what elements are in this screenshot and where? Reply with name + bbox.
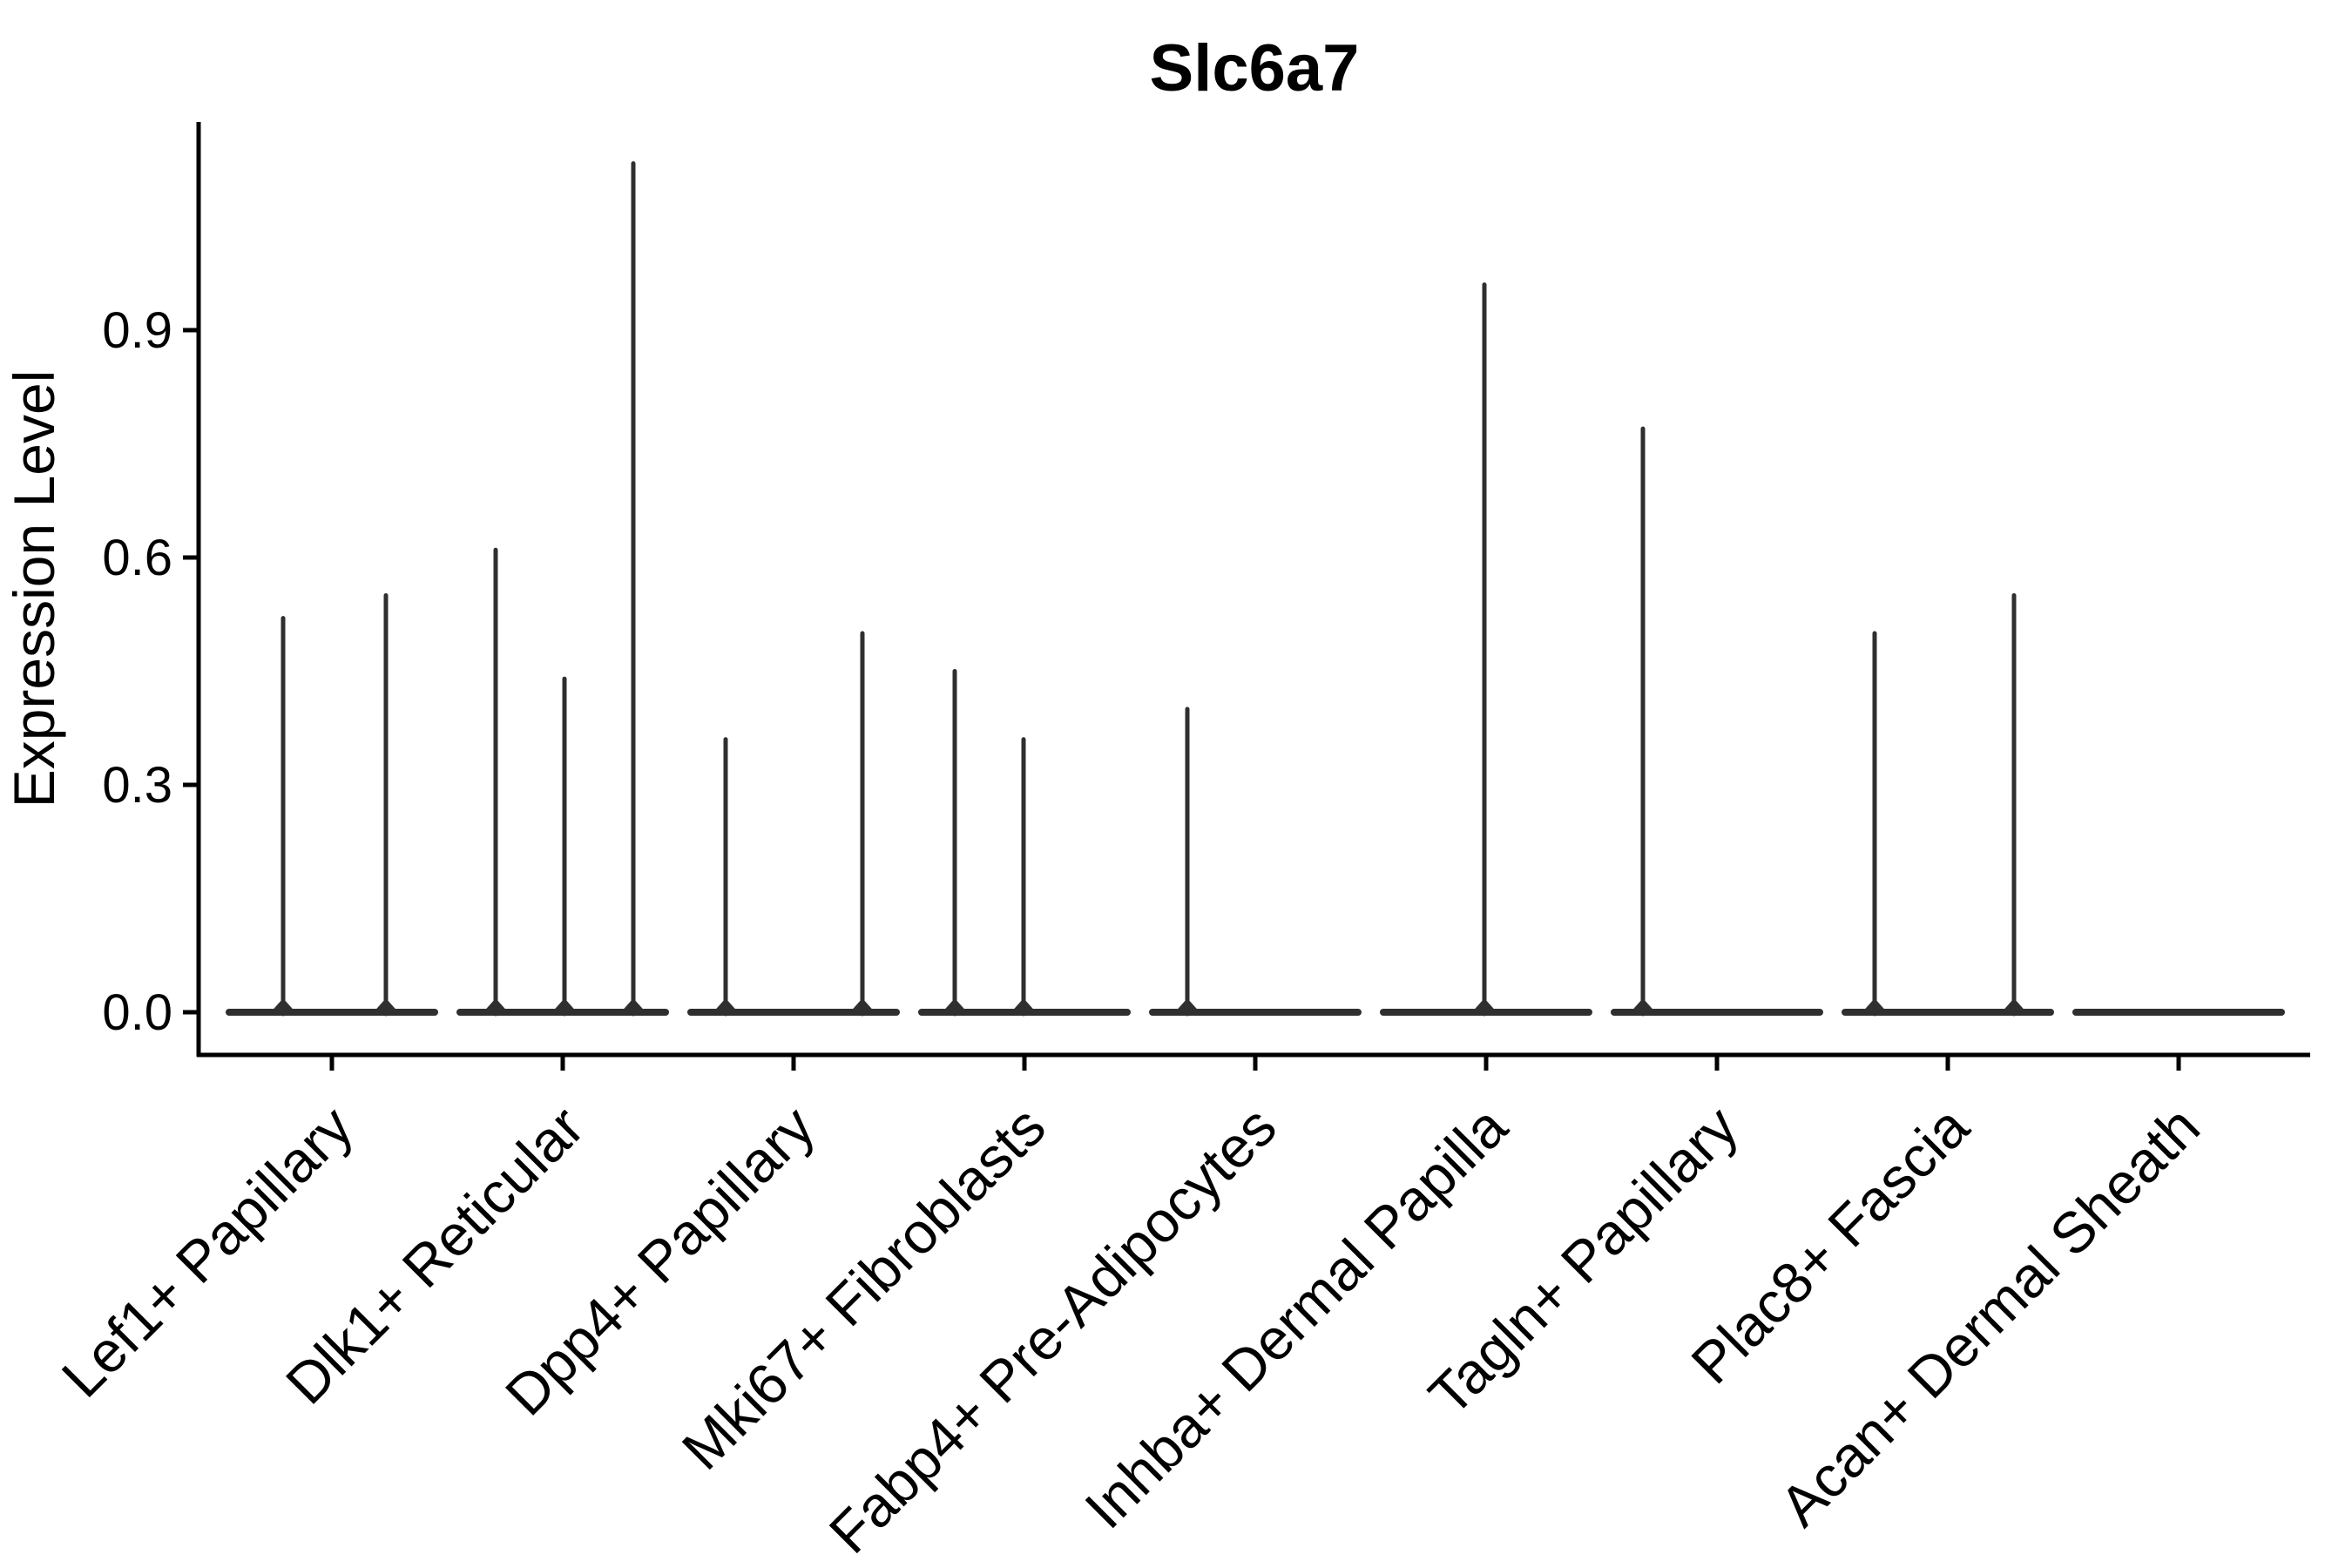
- y-tick-label: 0.9: [102, 302, 172, 359]
- plot-title: Slc6a7: [1150, 31, 1360, 105]
- y-tick-label: 0.0: [102, 984, 172, 1041]
- y-axis-label: Expression Level: [2, 370, 66, 808]
- violins-layer: [226, 161, 2285, 1017]
- y-tick-label: 0.6: [102, 530, 172, 586]
- axes-layer: [183, 122, 2310, 1071]
- y-tick-label: 0.3: [102, 757, 172, 814]
